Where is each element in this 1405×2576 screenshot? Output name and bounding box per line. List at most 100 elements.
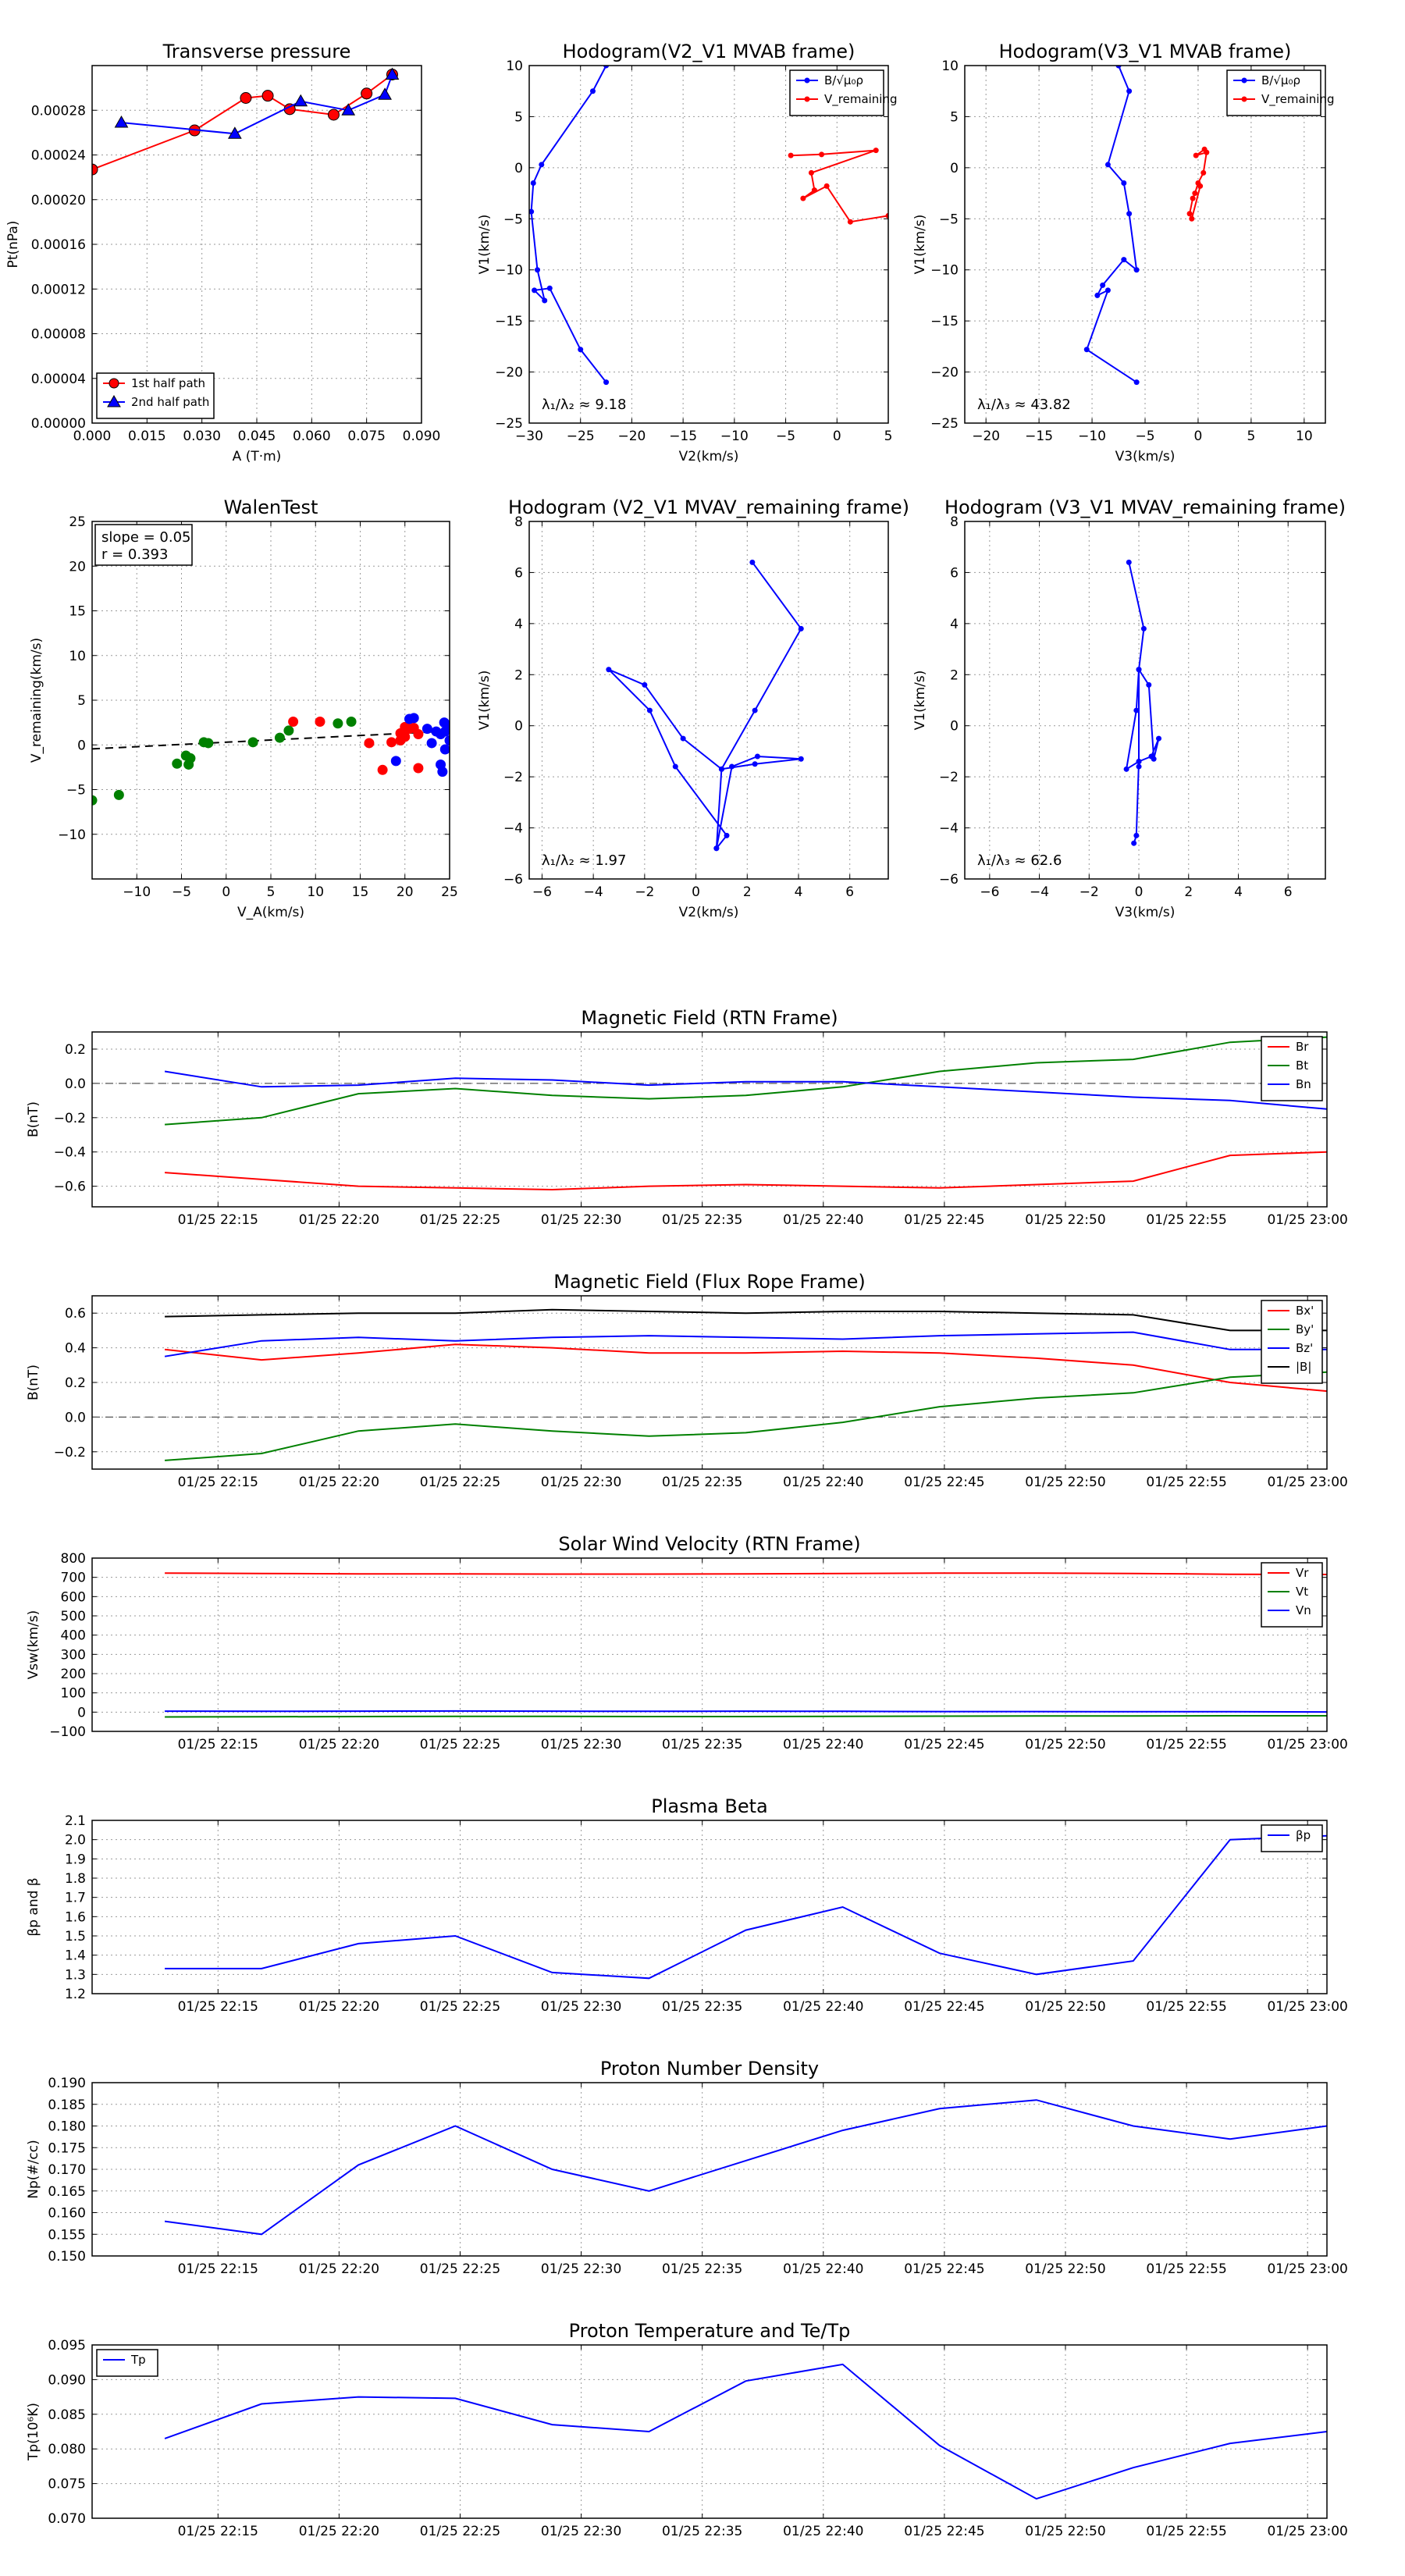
plot-area bbox=[164, 1036, 1327, 1191]
y-tick-label: −10 bbox=[58, 827, 86, 843]
data-point bbox=[1100, 282, 1106, 288]
x-tick-label: 01/25 22:40 bbox=[783, 1475, 863, 1490]
axes-frame bbox=[91, 1031, 1328, 1208]
series-line-|B| bbox=[165, 1308, 1327, 1332]
plot-area bbox=[164, 2363, 1327, 2500]
y-tick-label: 300 bbox=[61, 1647, 86, 1663]
legend-label: B/√μ₀ρ bbox=[1261, 73, 1300, 87]
x-tick-label: 5 bbox=[884, 429, 893, 444]
legend-box bbox=[1261, 1824, 1323, 1852]
x-tick-label: 01/25 23:00 bbox=[1267, 1737, 1347, 1752]
y-axis-label: Tp(10⁶K) bbox=[26, 2403, 41, 2461]
data-point bbox=[724, 832, 730, 838]
legend: Tp bbox=[96, 2349, 158, 2377]
y-tick-label: −5 bbox=[503, 212, 523, 227]
data-point bbox=[642, 681, 648, 688]
x-axis-label: V3(km/s) bbox=[1115, 905, 1176, 920]
data-point bbox=[422, 724, 432, 735]
data-point bbox=[361, 87, 373, 100]
legend: B/√μ₀ρ V_remaining bbox=[1226, 69, 1335, 116]
chart-title: Transverse pressure bbox=[162, 41, 351, 62]
y-tick-label: −15 bbox=[495, 314, 523, 329]
x-tick-label: 01/25 23:00 bbox=[1267, 1475, 1347, 1490]
data-point bbox=[1136, 759, 1142, 765]
x-tick-label: 20 bbox=[397, 884, 414, 900]
panel-walen: −10 −5 0 5 10 15 20 25 −10 −5 0 5 10 15 20 25 WalenTest V… bbox=[29, 496, 458, 920]
x-tick-label: 01/25 22:30 bbox=[541, 1737, 621, 1752]
data-point bbox=[1197, 183, 1204, 189]
y-tick-label: 20 bbox=[69, 559, 86, 575]
y-tick-label: 0.170 bbox=[48, 2162, 86, 2178]
axes-frame bbox=[91, 65, 422, 424]
y-tick-label: 0.175 bbox=[48, 2140, 86, 2156]
x-tick-label: 01/25 22:25 bbox=[420, 1475, 500, 1490]
data-point bbox=[603, 66, 610, 69]
plot-area bbox=[529, 66, 888, 386]
data-point bbox=[114, 115, 129, 128]
y-tick-label: 2 bbox=[514, 667, 523, 683]
x-tick-label: −30 bbox=[515, 429, 543, 444]
x-tick-label: 01/25 22:55 bbox=[1146, 1999, 1226, 2015]
data-point bbox=[535, 267, 541, 273]
data-point bbox=[873, 148, 879, 154]
data-point bbox=[1193, 152, 1199, 158]
x-tick-label: 0.030 bbox=[183, 429, 221, 444]
data-point bbox=[578, 347, 584, 353]
data-point bbox=[749, 559, 756, 565]
legend: Br Bt Bn bbox=[1261, 1036, 1323, 1101]
x-tick-label: 01/25 23:00 bbox=[1267, 1212, 1347, 1228]
data-point bbox=[203, 738, 214, 749]
data-point bbox=[546, 285, 553, 291]
data-point bbox=[1126, 88, 1133, 94]
legend-marker bbox=[1241, 96, 1247, 102]
y-tick-label: −25 bbox=[495, 416, 523, 432]
fit-line bbox=[92, 730, 450, 750]
x-tick-label: 01/25 22:55 bbox=[1146, 1475, 1226, 1490]
x-tick-label: 01/25 22:55 bbox=[1146, 1212, 1226, 1228]
panel-h1: −30 −25 −20 −15 −10 −5 0 5−25−20−15−10−50510Hod… bbox=[477, 41, 898, 464]
x-tick-label: 15 bbox=[352, 884, 369, 900]
y-tick-label: 1.2 bbox=[65, 1987, 86, 2002]
y-tick-label: 1.3 bbox=[65, 1967, 86, 1983]
data-point bbox=[646, 707, 653, 713]
x-tick-label: 01/25 22:15 bbox=[178, 1212, 258, 1228]
plot-area bbox=[92, 713, 450, 806]
x-tick-label: −15 bbox=[669, 429, 697, 444]
data-point bbox=[315, 716, 325, 727]
y-tick-label: 10 bbox=[941, 59, 959, 74]
y-tick-label: 0.0 bbox=[65, 1410, 86, 1425]
legend: Vr Vt Vn bbox=[1261, 1562, 1323, 1628]
data-point bbox=[847, 219, 853, 225]
series-line-Bz' bbox=[164, 1331, 1327, 1357]
data-point bbox=[437, 767, 448, 777]
x-tick-label: 01/25 23:00 bbox=[1267, 2261, 1347, 2277]
axes-frame bbox=[91, 1557, 1328, 1732]
x-tick-label: −25 bbox=[567, 429, 595, 444]
data-point bbox=[1190, 195, 1196, 201]
data-point bbox=[529, 208, 535, 215]
x-tick-label: 01/25 22:50 bbox=[1025, 2524, 1105, 2539]
x-tick-label: 01/25 22:40 bbox=[783, 2261, 863, 2277]
annotation: λ₁/λ₂ ≈ 1.97 bbox=[542, 852, 626, 869]
x-tick-label: 01/25 22:55 bbox=[1146, 2261, 1226, 2277]
x-tick-label: 01/25 22:40 bbox=[783, 1212, 863, 1228]
x-axis-label: V2(km/s) bbox=[679, 449, 739, 464]
y-tick-label: 5 bbox=[514, 109, 523, 125]
data-point bbox=[754, 753, 760, 760]
plot-area bbox=[165, 1834, 1327, 1980]
y-tick-label: 1.4 bbox=[65, 1948, 86, 1964]
series-line-Vn bbox=[165, 1710, 1327, 1713]
y-tick-label: −0.6 bbox=[54, 1179, 86, 1195]
y-axis-label: V1(km/s) bbox=[912, 215, 928, 275]
data-point bbox=[377, 764, 388, 775]
y-tick-label: 0.2 bbox=[65, 1375, 86, 1391]
x-axis-label: V_A(km/s) bbox=[237, 905, 304, 920]
x-tick-label: 25 bbox=[441, 884, 458, 900]
plot-area bbox=[165, 1572, 1327, 1718]
series-line-Bt bbox=[165, 1036, 1327, 1126]
chart-title: Hodogram (V3_V1 MVAV_remaining frame) bbox=[944, 496, 1346, 518]
chart-title: WalenTest bbox=[224, 496, 318, 518]
y-tick-label: −100 bbox=[49, 1724, 86, 1740]
x-tick-label: 01/25 22:45 bbox=[904, 1475, 984, 1490]
x-tick-label: 01/25 22:20 bbox=[299, 1999, 379, 2015]
